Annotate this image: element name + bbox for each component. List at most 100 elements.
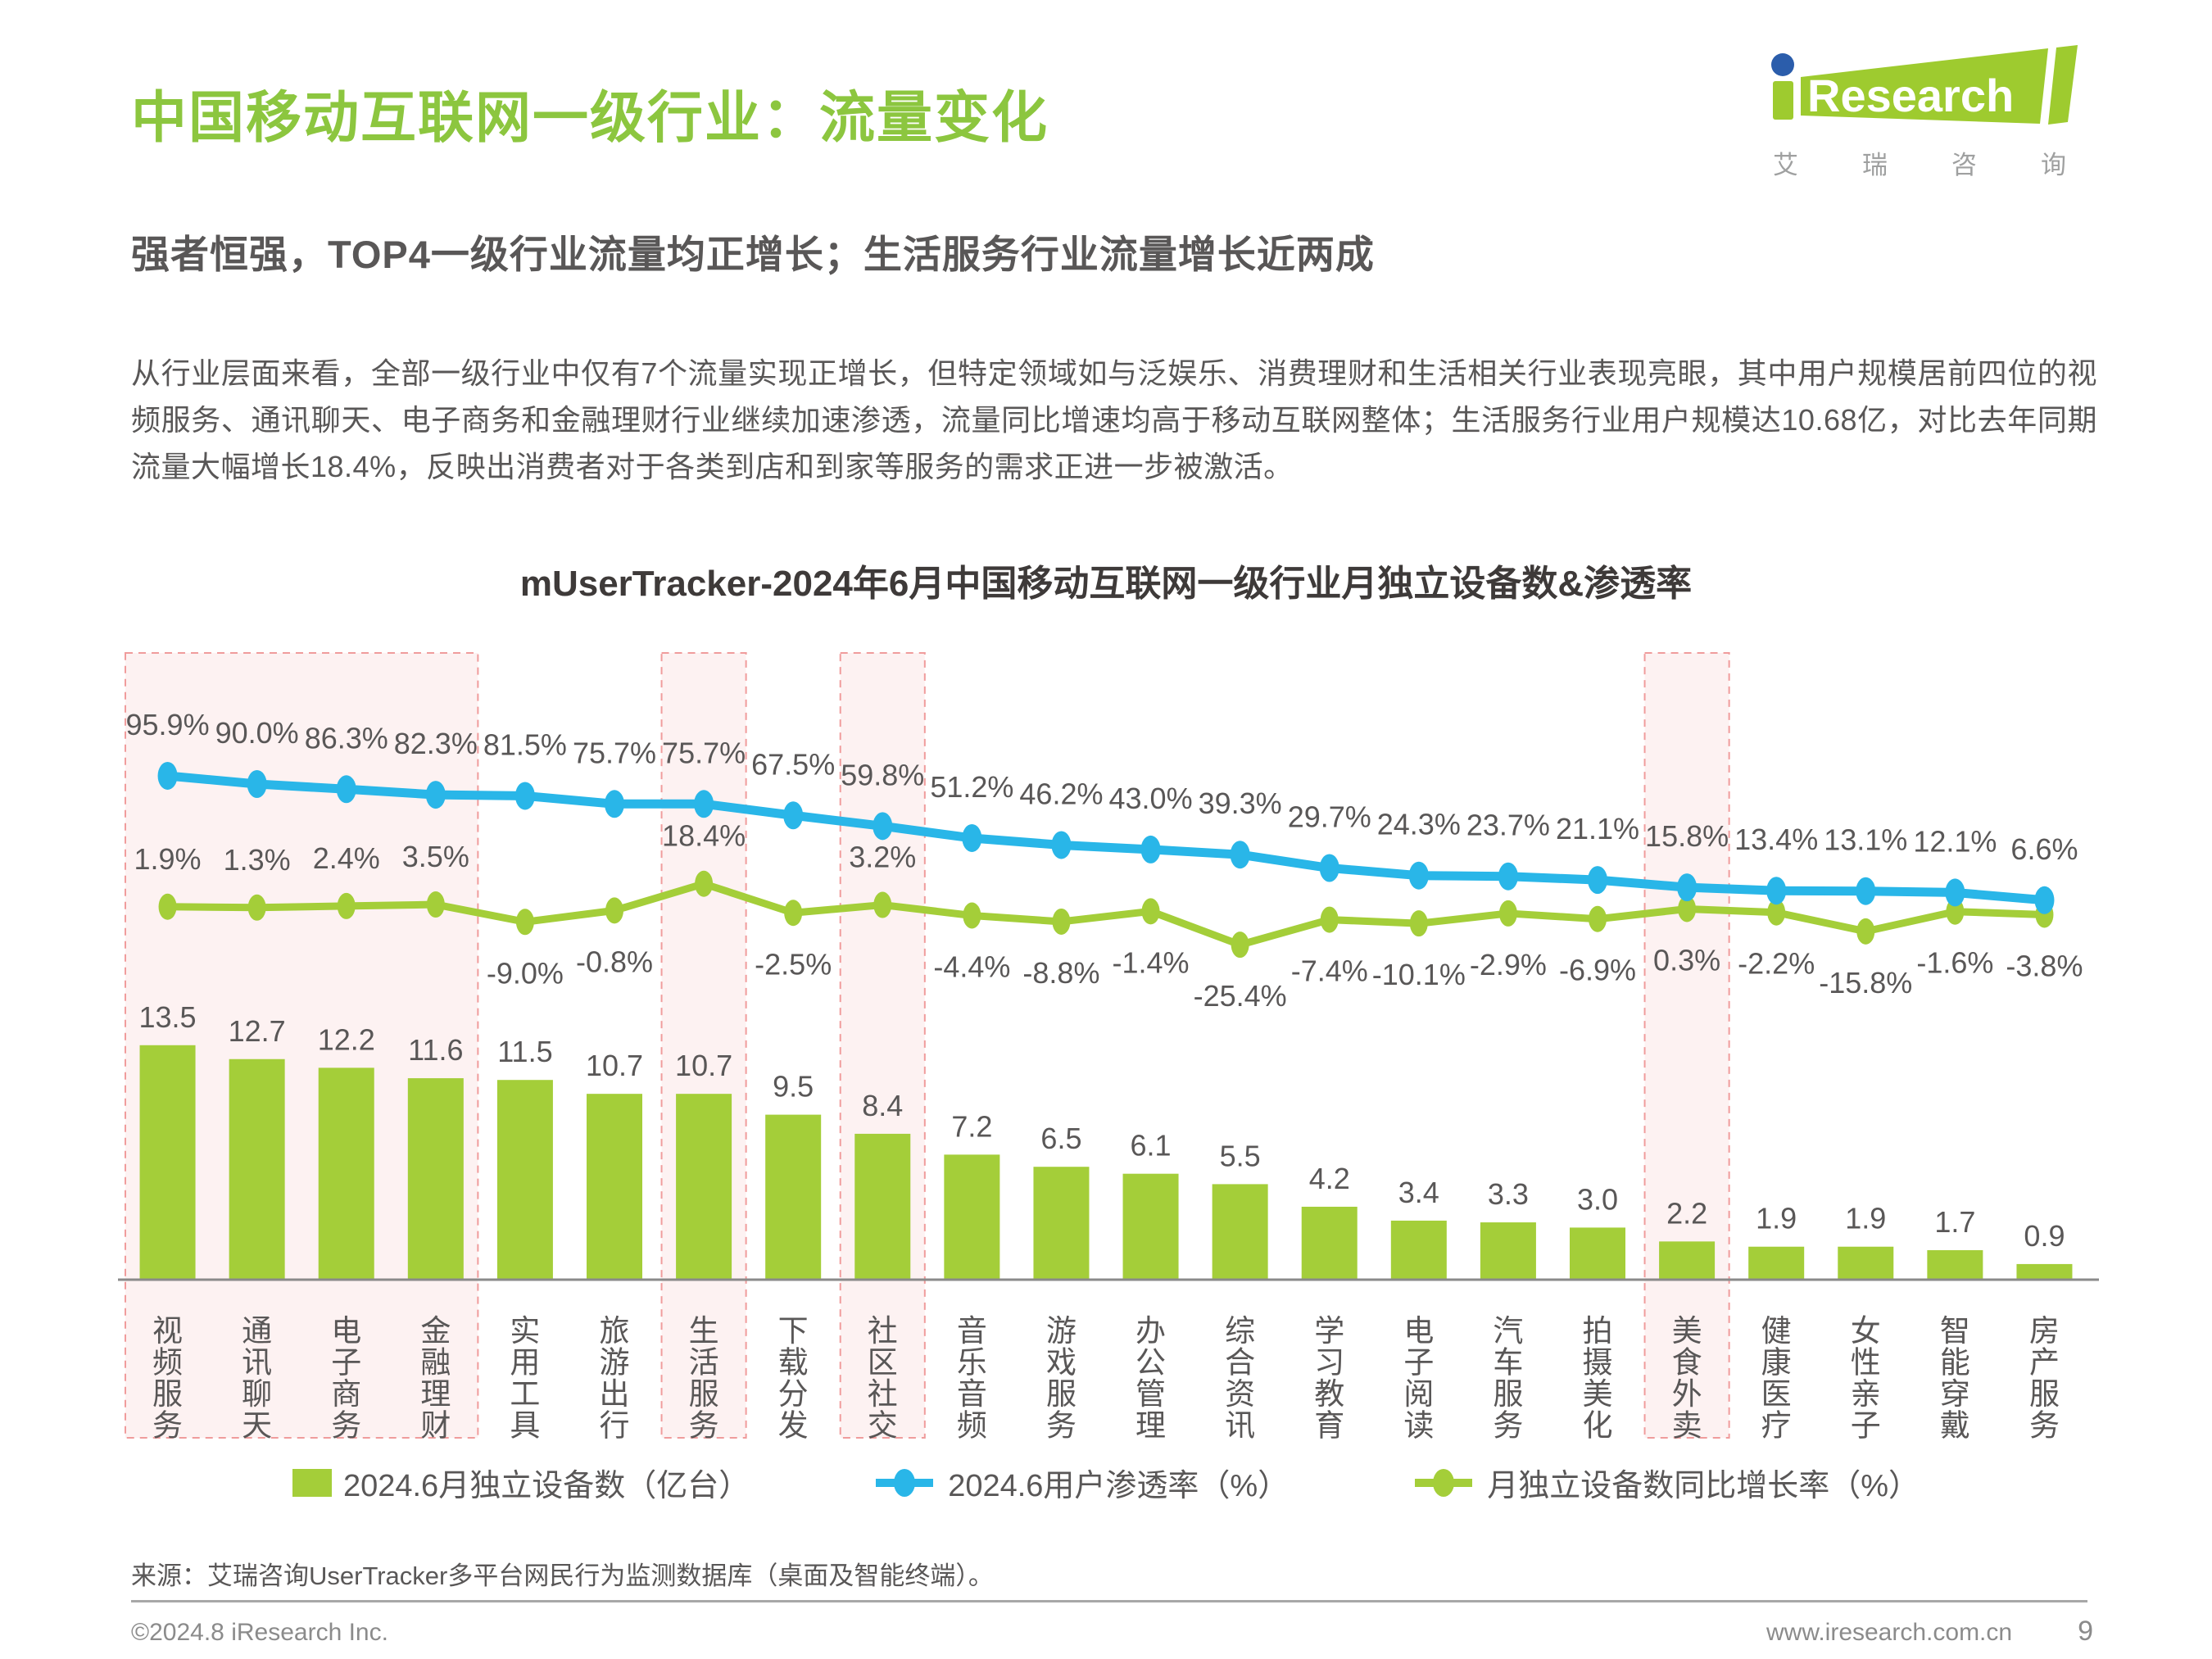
penetration-value-label: 13.1% <box>1824 823 1907 857</box>
category-label: 智能穿戴 <box>1940 1314 1970 1443</box>
penetration-point <box>605 790 624 818</box>
bar-value-label: 3.3 <box>1488 1177 1529 1211</box>
category-label: 音乐音频 <box>957 1314 987 1443</box>
penetration-point <box>157 761 178 790</box>
logo-brand-text: Research <box>1807 70 2014 121</box>
chart-title: mUserTracker-2024年6月中国移动互联网一级行业月独立设备数&渗透… <box>519 564 1693 604</box>
bar <box>1838 1246 1894 1280</box>
bar <box>1033 1167 1090 1280</box>
penetration-point <box>425 781 446 809</box>
logo-green-shape <box>1801 48 2048 124</box>
bar <box>765 1114 822 1280</box>
growth-point <box>963 902 981 929</box>
growth-value-label: -1.6% <box>1916 946 1993 980</box>
growth-value-label: 3.5% <box>402 840 469 873</box>
growth-value-label: -1.4% <box>1113 945 1190 979</box>
line-marker-green-icon <box>1415 1468 1473 1497</box>
bar-value-label: 3.4 <box>1398 1176 1439 1209</box>
bar-value-label: 12.2 <box>318 1022 375 1056</box>
penetration-value-label: 95.9% <box>126 708 210 741</box>
bar-value-label: 2.2 <box>1666 1196 1707 1230</box>
bar <box>139 1045 196 1280</box>
growth-value-label: -8.8% <box>1022 956 1099 990</box>
growth-value-label: -25.4% <box>1194 979 1287 1013</box>
penetration-point <box>1319 854 1339 882</box>
bar <box>1212 1184 1268 1280</box>
growth-value-label: -3.8% <box>2006 949 2083 982</box>
penetration-point <box>1230 841 1250 869</box>
growth-point <box>1946 898 1965 925</box>
copyright-text: ©2024.8 iResearch Inc. <box>131 1619 388 1646</box>
logo-i-mark <box>1773 81 1793 120</box>
bar-value-label: 1.9 <box>1756 1202 1797 1235</box>
penetration-value-label: 67.5% <box>751 747 835 781</box>
penetration-value-label: 46.2% <box>1019 777 1103 810</box>
penetration-point <box>336 775 356 804</box>
bar-value-label: 4.2 <box>1309 1162 1350 1195</box>
growth-value-label: -2.5% <box>755 947 832 981</box>
penetration-value-label: 39.3% <box>1199 786 1282 820</box>
highlight-band <box>839 652 926 1439</box>
penetration-value-label: 82.3% <box>394 727 478 760</box>
category-label: 健康医疗 <box>1761 1314 1792 1443</box>
growth-value-label: -6.9% <box>1559 954 1636 987</box>
bar-value-label: 10.7 <box>675 1049 732 1082</box>
category-label: 房产服务 <box>2029 1314 2060 1443</box>
growth-value-label: -10.1% <box>1372 958 1466 991</box>
bar <box>1659 1241 1716 1280</box>
page-title: 中国移动互联网一级行业：流量变化 <box>131 87 1049 149</box>
page-number: 9 <box>2078 1616 2093 1647</box>
bar-value-label: 11.5 <box>497 1035 552 1068</box>
bar <box>229 1058 285 1280</box>
growth-value-label: -2.9% <box>1470 948 1547 981</box>
bar <box>1301 1206 1358 1280</box>
growth-value-label: -15.8% <box>1819 966 1912 999</box>
bar <box>2016 1263 2073 1280</box>
bar-value-label: 10.7 <box>586 1049 643 1082</box>
bar-value-label: 5.5 <box>1220 1139 1261 1172</box>
industry-bar-line-chart: 13.5 12.7 12.2 11.6 11.5 10.7 10.7 9.5 8.4 7.2 6.5… <box>118 652 2099 1443</box>
penetration-value-label: 13.4% <box>1734 823 1818 856</box>
bar <box>496 1080 553 1280</box>
category-label: 通讯聊天 <box>242 1314 272 1443</box>
legend-item-devices: 2024.6月独立设备数（亿台） <box>292 1460 750 1505</box>
highlight-band <box>660 652 747 1439</box>
penetration-point <box>962 823 982 852</box>
highlight-band <box>1643 652 1730 1439</box>
growth-point <box>873 891 892 918</box>
category-label: 金融理财 <box>420 1314 451 1443</box>
growth-point <box>695 870 714 897</box>
page-subtitle: 强者恒强，TOP4一级行业流量均正增长；生活服务行业流量增长近两成 <box>131 233 1375 276</box>
footer-divider <box>131 1600 2087 1602</box>
growth-point <box>337 892 356 919</box>
iresearch-logo: Research 艾瑞咨询 <box>1771 45 2078 179</box>
growth-point <box>784 900 803 927</box>
penetration-point <box>247 770 267 798</box>
growth-point <box>1231 931 1249 959</box>
penetration-point <box>514 782 535 810</box>
penetration-value-label: 43.0% <box>1109 782 1193 815</box>
penetration-point <box>1051 831 1072 859</box>
growth-point <box>1052 908 1071 935</box>
penetration-point <box>1677 873 1698 902</box>
growth-point <box>426 891 445 918</box>
legend-label-devices: 2024.6月独立设备数（亿台） <box>342 1469 750 1503</box>
penetration-value-label: 23.7% <box>1466 809 1550 842</box>
penetration-value-label: 6.6% <box>2010 832 2078 866</box>
penetration-value-label: 75.7% <box>662 736 746 769</box>
penetration-point <box>694 790 714 818</box>
growth-value-label: -2.2% <box>1738 947 1815 981</box>
category-label: 办公管理 <box>1135 1314 1166 1443</box>
logo-slash <box>2048 45 2078 125</box>
penetration-value-label: 81.5% <box>483 728 567 761</box>
growth-point <box>1589 905 1607 932</box>
penetration-line <box>167 771 2045 905</box>
growth-point <box>1767 899 1786 926</box>
growth-point <box>1320 906 1339 933</box>
growth-value-label: 18.4% <box>662 819 746 853</box>
bar <box>1570 1227 1625 1280</box>
growth-value-label: -9.0% <box>487 956 564 990</box>
bar <box>1480 1222 1536 1280</box>
growth-point <box>158 893 177 920</box>
